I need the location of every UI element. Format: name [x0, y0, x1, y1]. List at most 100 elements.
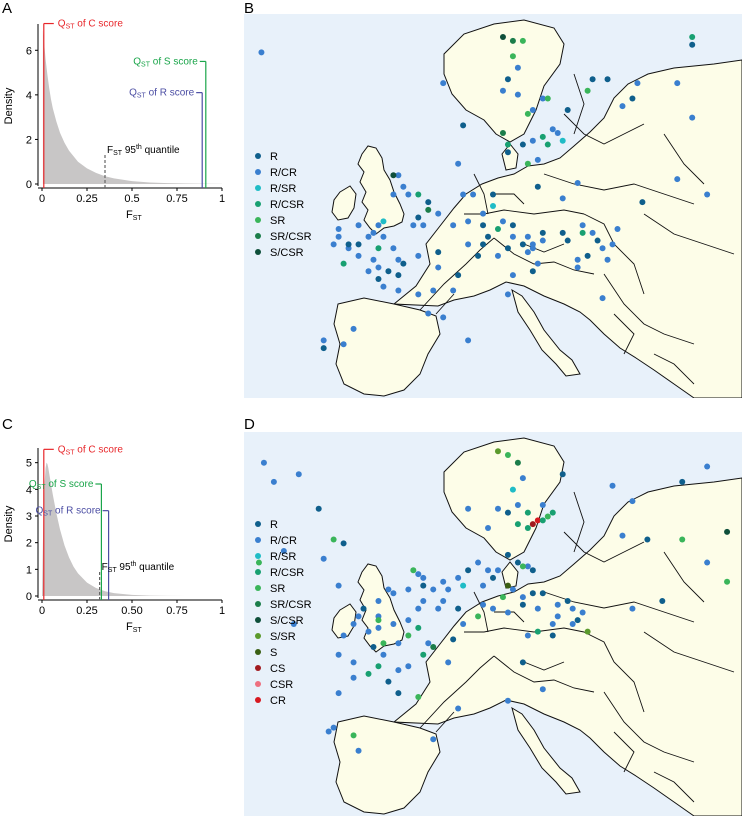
- site-point: [634, 80, 641, 87]
- legend-label: SR: [270, 215, 285, 227]
- site-point: [629, 605, 636, 612]
- site-point: [440, 597, 447, 604]
- site-point: [485, 233, 492, 240]
- site-point: [574, 179, 581, 186]
- qst-c-label: QST of C score: [58, 19, 124, 31]
- site-point: [599, 245, 606, 252]
- legend-marker: [255, 233, 261, 239]
- site-point: [619, 532, 626, 539]
- site-point: [519, 141, 526, 148]
- legend-marker: [255, 569, 261, 575]
- site-point: [375, 597, 382, 604]
- site-point: [539, 237, 546, 244]
- panel-label-b: B: [244, 0, 255, 17]
- site-point: [509, 233, 516, 240]
- country-border: [493, 655, 595, 693]
- map-d: R R/CR R/SR R/CSR SR SR/CSR S/CSR S/SR S CS CSR CR: [244, 432, 742, 816]
- site-point: [340, 540, 347, 547]
- site-point: [430, 644, 437, 651]
- country-border: [653, 353, 695, 385]
- site-point: [574, 256, 581, 263]
- site-point: [559, 137, 566, 144]
- site-point: [499, 130, 506, 137]
- site-point: [679, 536, 686, 543]
- site-point: [539, 501, 546, 508]
- site-point: [430, 287, 437, 294]
- country-border: [563, 113, 645, 145]
- legend-label: CSR: [270, 679, 293, 691]
- country-border: [473, 173, 489, 215]
- site-point: [380, 640, 387, 647]
- legend-marker: [255, 169, 261, 175]
- site-point: [375, 617, 382, 624]
- site-point: [509, 272, 516, 279]
- site-point: [564, 597, 571, 604]
- site-point: [335, 690, 342, 697]
- site-point: [255, 559, 262, 566]
- site-point: [390, 245, 397, 252]
- site-point: [494, 567, 501, 574]
- site-point: [440, 80, 447, 87]
- country-border: [613, 313, 635, 355]
- site-point: [375, 245, 382, 252]
- x-tick-label: 0.5: [124, 193, 139, 205]
- legend-label: R/CSR: [270, 567, 304, 579]
- country-border: [523, 661, 565, 671]
- site-point: [514, 459, 521, 466]
- legend-label: R/SR: [270, 551, 296, 563]
- site-point: [460, 191, 467, 198]
- site-point: [435, 605, 442, 612]
- site-point: [385, 268, 392, 275]
- site-point: [375, 624, 382, 631]
- site-point: [480, 601, 487, 608]
- country-border: [643, 631, 735, 673]
- legend-marker: [255, 153, 261, 159]
- country-border: [464, 627, 585, 633]
- site-point: [704, 559, 711, 566]
- site-point: [290, 621, 297, 627]
- site-point: [529, 268, 536, 275]
- site-point: [574, 264, 581, 271]
- site-point: [325, 728, 332, 735]
- site-point: [450, 222, 457, 229]
- landmass: [511, 288, 581, 377]
- country-border: [563, 531, 645, 563]
- country-border: [435, 293, 455, 315]
- site-point: [410, 567, 417, 574]
- site-point: [704, 463, 711, 470]
- site-point: [440, 314, 447, 321]
- x-tick-label: 0: [39, 193, 45, 205]
- landmass: [331, 603, 357, 639]
- site-point: [455, 160, 462, 167]
- site-point: [534, 517, 541, 524]
- panel-label-d: D: [244, 416, 255, 433]
- legend-marker: [255, 217, 261, 223]
- density-chart-c: 0 1 2 3 4 5 0 0.25 0.50 0.75 1 Density FST QST of C s…: [3, 444, 225, 634]
- landmass: [333, 715, 441, 815]
- legend-label: R/CR: [270, 167, 297, 179]
- legend-marker: [255, 649, 261, 655]
- site-point: [549, 632, 556, 639]
- site-point: [494, 505, 501, 512]
- site-point: [480, 241, 487, 248]
- x-tick-label: 0: [39, 605, 45, 617]
- site-point: [395, 667, 402, 674]
- mainland: [392, 477, 742, 816]
- site-point: [258, 49, 265, 56]
- site-point: [519, 601, 526, 608]
- site-point: [365, 670, 372, 677]
- qst-r-label: QST of R score: [129, 88, 195, 100]
- site-point: [370, 256, 377, 263]
- x-tick-label: 0.50: [121, 605, 142, 617]
- site-point: [465, 505, 472, 512]
- legend-label: CR: [270, 695, 286, 707]
- site-point: [445, 659, 452, 666]
- y-axis-label: Density: [3, 87, 15, 124]
- fst-quantile-label: FST 95th quantile: [102, 561, 175, 574]
- site-point: [420, 651, 427, 658]
- site-point: [430, 736, 437, 743]
- site-point: [524, 632, 531, 639]
- legend-label: R/CR: [270, 535, 297, 547]
- legend-label: S/SR: [270, 631, 296, 643]
- legend-marker: [255, 633, 261, 639]
